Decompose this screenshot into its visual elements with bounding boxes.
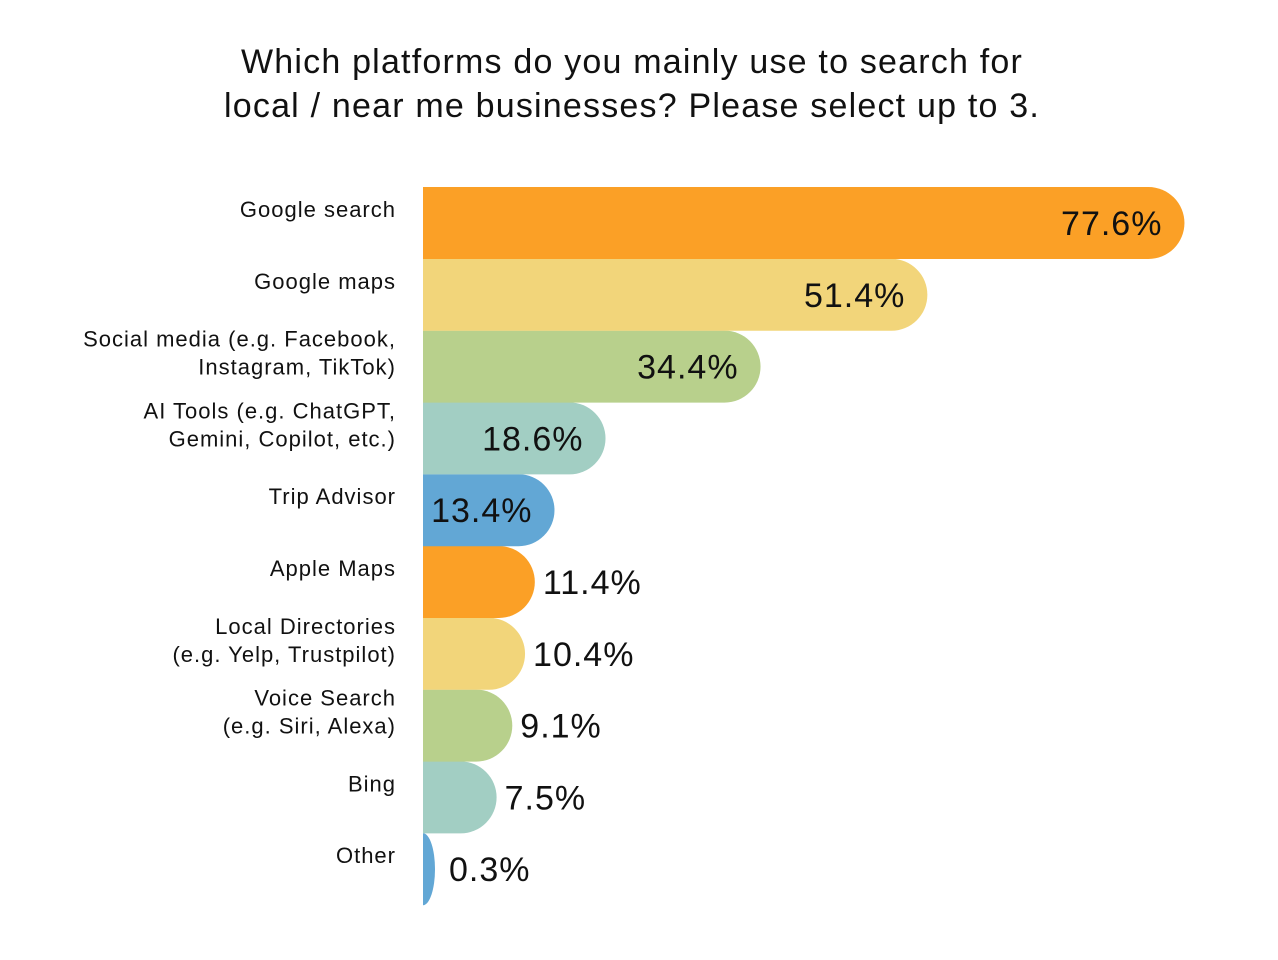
category-label-4: Trip Advisor [269,484,396,509]
bar-0 [423,187,1185,259]
category-label-9: Other [336,843,396,868]
value-labels-group: 77.6% 51.4% 34.4% 18.6% 13.4% 11.4% 10.4% 9.1% 7… [431,205,1162,889]
category-label-8: Bing [348,771,396,796]
category-label-1-line-0: Google maps [254,269,396,294]
bar-1 [423,258,928,331]
category-labels-group: Google search Google maps Social media (e.… [83,197,396,868]
category-label-2: Social media (e.g. Facebook, Instagram, T… [83,327,396,380]
category-label-7: Voice Search (e.g. Siri, Alexa) [223,686,396,739]
category-label-5-line-0: Apple Maps [270,556,396,581]
category-label-8-line-0: Bing [348,771,396,796]
chart-title-line-1: Which platforms do you mainly use to sea… [240,43,1024,81]
bar-3 [423,402,606,475]
bar-4 [423,474,555,547]
category-label-0-line-0: Google search [240,197,396,222]
value-label-5: 11.4% [543,564,642,602]
category-label-4-line-0: Trip Advisor [269,484,396,509]
category-label-3: AI Tools (e.g. ChatGPT, Gemini, Copilot, … [144,398,396,451]
category-label-6-line-0: Local Directories [215,614,396,639]
category-label-2-line-1: Instagram, TikTok) [198,355,396,380]
bar-2 [423,330,761,403]
category-label-5: Apple Maps [270,556,396,581]
value-label-3: 18.6% [482,420,583,458]
value-label-8: 7.5% [505,779,587,817]
category-label-3-line-0: AI Tools (e.g. ChatGPT, [144,398,396,423]
bars-group [423,187,1185,906]
category-label-7-line-1: (e.g. Siri, Alexa) [223,714,396,739]
category-label-1: Google maps [254,269,396,294]
value-label-1: 51.4% [804,277,905,315]
bar-9 [423,833,435,906]
value-label-0: 77.6% [1061,205,1162,243]
category-label-6: Local Directories (e.g. Yelp, Trustpilot) [172,614,396,667]
bar-8 [423,761,497,834]
category-label-2-line-0: Social media (e.g. Facebook, [83,327,396,352]
bar-7 [423,689,513,762]
bar-5 [423,546,535,618]
category-label-7-line-0: Voice Search [254,686,396,711]
chart-title-line-2: local / near me businesses? Please selec… [224,87,1040,125]
value-label-7: 9.1% [520,708,602,746]
value-label-9: 0.3% [449,851,531,889]
category-label-3-line-1: Gemini, Copilot, etc.) [169,426,396,451]
bar-6 [423,617,526,690]
value-label-2: 34.4% [637,349,738,387]
chart-title: Which platforms do you mainly use to sea… [0,40,1264,128]
category-label-0: Google search [240,197,396,222]
category-label-9-line-0: Other [336,843,396,868]
value-label-6: 10.4% [533,636,634,674]
category-label-6-line-1: (e.g. Yelp, Trustpilot) [172,642,396,667]
value-label-4: 13.4% [431,492,532,530]
